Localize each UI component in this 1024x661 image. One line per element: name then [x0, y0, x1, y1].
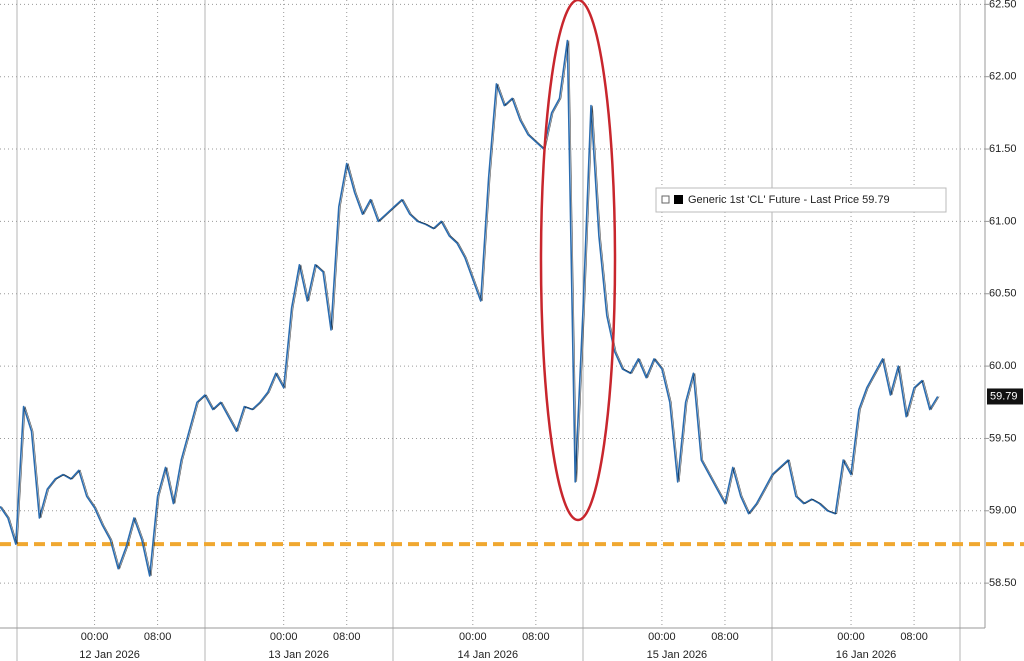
- date-label: 15 Jan 2026: [647, 649, 708, 661]
- y-tick-label: 62.50: [989, 0, 1017, 10]
- x-tick-label: 08:00: [711, 631, 739, 643]
- x-tick-label: 00:00: [459, 631, 487, 643]
- price-line: [0, 39, 939, 577]
- y-tick-label: 61.50: [989, 143, 1017, 155]
- x-tick-label: 00:00: [837, 631, 865, 643]
- x-tick-label: 08:00: [144, 631, 172, 643]
- x-tick-label: 08:00: [522, 631, 550, 643]
- legend: Generic 1st 'CL' Future - Last Price 59.…: [655, 187, 947, 213]
- legend-toggle: [661, 195, 670, 204]
- x-tick-label: 08:00: [333, 631, 361, 643]
- last-price-label: 59.79: [990, 390, 1018, 402]
- x-tick-label: 08:00: [900, 631, 928, 643]
- session-separators: [16, 0, 961, 661]
- date-label: 16 Jan 2026: [836, 649, 897, 661]
- x-tick-label: 00:00: [81, 631, 109, 643]
- y-tick-label: 62.00: [989, 71, 1017, 83]
- legend-label: Generic 1st 'CL' Future - Last Price 59.…: [688, 194, 890, 206]
- date-label: 14 Jan 2026: [458, 649, 519, 661]
- y-tick-label: 59.50: [989, 432, 1017, 444]
- legend-box: [655, 187, 947, 213]
- legend-swatch: [674, 195, 683, 204]
- date-label: 12 Jan 2026: [79, 649, 140, 661]
- date-label: 13 Jan 2026: [268, 649, 329, 661]
- y-tick-label: 60.50: [989, 288, 1017, 300]
- price-line-shadow: [1, 40, 940, 576]
- y-tick-label: 59.00: [989, 505, 1017, 517]
- y-tick-label: 60.00: [989, 360, 1017, 372]
- y-tick-label: 58.50: [989, 577, 1017, 589]
- x-tick-label: 00:00: [648, 631, 676, 643]
- last-price-tag: [987, 388, 1023, 405]
- highlight-ellipse: [539, 0, 617, 522]
- y-tick-label: 61.00: [989, 215, 1017, 227]
- plot: [0, 0, 1024, 628]
- x-tick-label: 00:00: [270, 631, 298, 643]
